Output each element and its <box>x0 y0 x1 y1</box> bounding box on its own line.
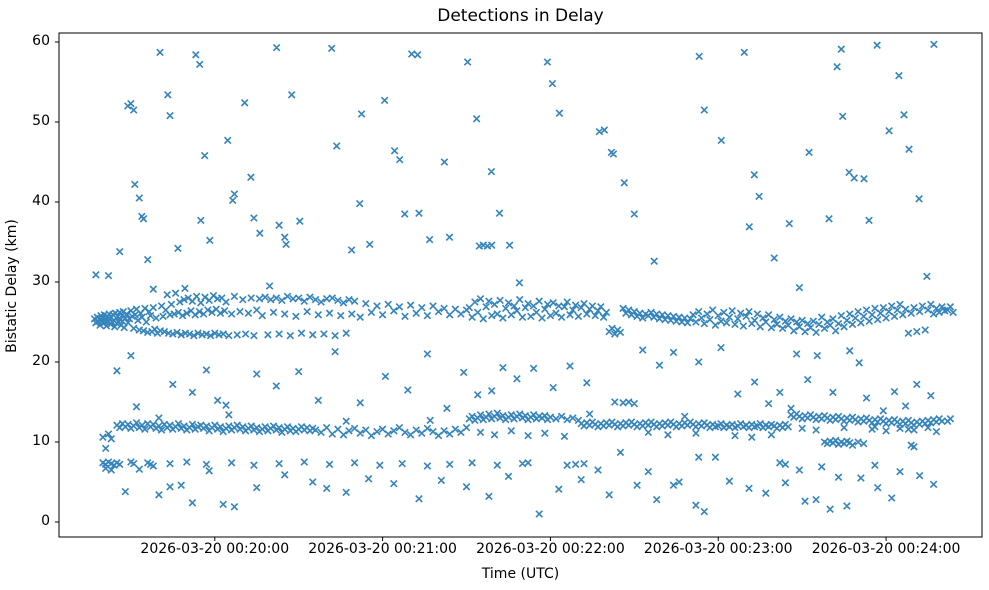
axis-tick-marks <box>55 41 887 541</box>
chart-title: Detections in Delay <box>437 6 604 26</box>
y-axis-label: Bistatic Delay (km) <box>4 219 20 353</box>
x-tick-label: 2026-03-20 00:22:00 <box>476 541 625 557</box>
x-tick-label: 2026-03-20 00:21:00 <box>308 541 457 557</box>
y-tick-label: 30 <box>32 273 50 289</box>
scatter-points <box>90 40 957 518</box>
y-tick-label: 0 <box>41 513 50 529</box>
x-tick-label: 2026-03-20 00:24:00 <box>811 541 961 557</box>
y-tick-label: 50 <box>32 113 50 129</box>
x-tick-label: 2026-03-20 00:20:00 <box>140 541 290 557</box>
x-tick-label: 2026-03-20 00:23:00 <box>643 541 793 557</box>
axes-frame <box>58 32 983 538</box>
y-tick-label: 40 <box>32 193 50 209</box>
y-tick-label: 60 <box>32 33 50 49</box>
y-tick-label: 20 <box>32 353 50 369</box>
y-tick-label: 10 <box>32 433 50 449</box>
x-axis-label: Time (UTC) <box>481 566 560 582</box>
